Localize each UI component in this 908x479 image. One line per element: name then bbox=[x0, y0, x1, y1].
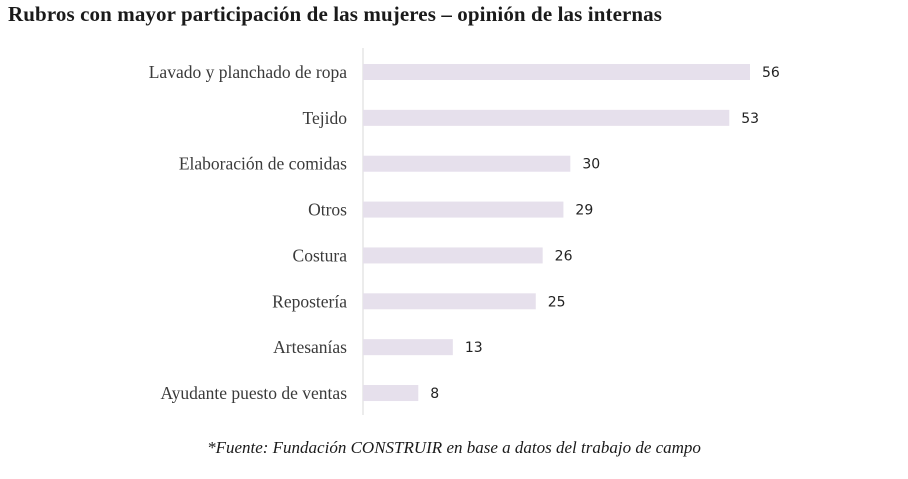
data-label: 56 bbox=[762, 65, 780, 81]
bar bbox=[363, 385, 419, 402]
data-label: 53 bbox=[741, 111, 759, 127]
category-label: Tejido bbox=[303, 108, 348, 128]
bar bbox=[363, 64, 750, 80]
bar bbox=[363, 155, 571, 172]
bar bbox=[363, 247, 543, 264]
data-label: 30 bbox=[582, 157, 600, 173]
data-label: 8 bbox=[430, 386, 439, 402]
category-label: Elaboración de comidas bbox=[179, 154, 347, 174]
category-label: Artesanías bbox=[273, 337, 347, 357]
category-label: Otros bbox=[308, 200, 347, 220]
data-label: 25 bbox=[548, 294, 566, 310]
category-label: Ayudante puesto de ventas bbox=[161, 383, 348, 403]
bar-chart: Lavado y planchado de ropa 56 Tejido 53 Elab… bbox=[149, 48, 780, 415]
data-label: 26 bbox=[555, 248, 573, 264]
data-label: 29 bbox=[575, 203, 593, 219]
bar bbox=[363, 339, 453, 356]
category-label: Costura bbox=[293, 245, 348, 265]
bar bbox=[363, 109, 730, 126]
category-label: Lavado y planchado de ropa bbox=[149, 62, 347, 82]
category-label: Repostería bbox=[272, 291, 347, 311]
source-note: *Fuente: Fundación CONSTRUIR en base a d… bbox=[207, 438, 701, 457]
bar bbox=[363, 201, 564, 218]
chart-title: Rubros con mayor participación de las mu… bbox=[8, 2, 663, 26]
bar bbox=[363, 293, 536, 310]
data-label: 13 bbox=[465, 340, 483, 356]
